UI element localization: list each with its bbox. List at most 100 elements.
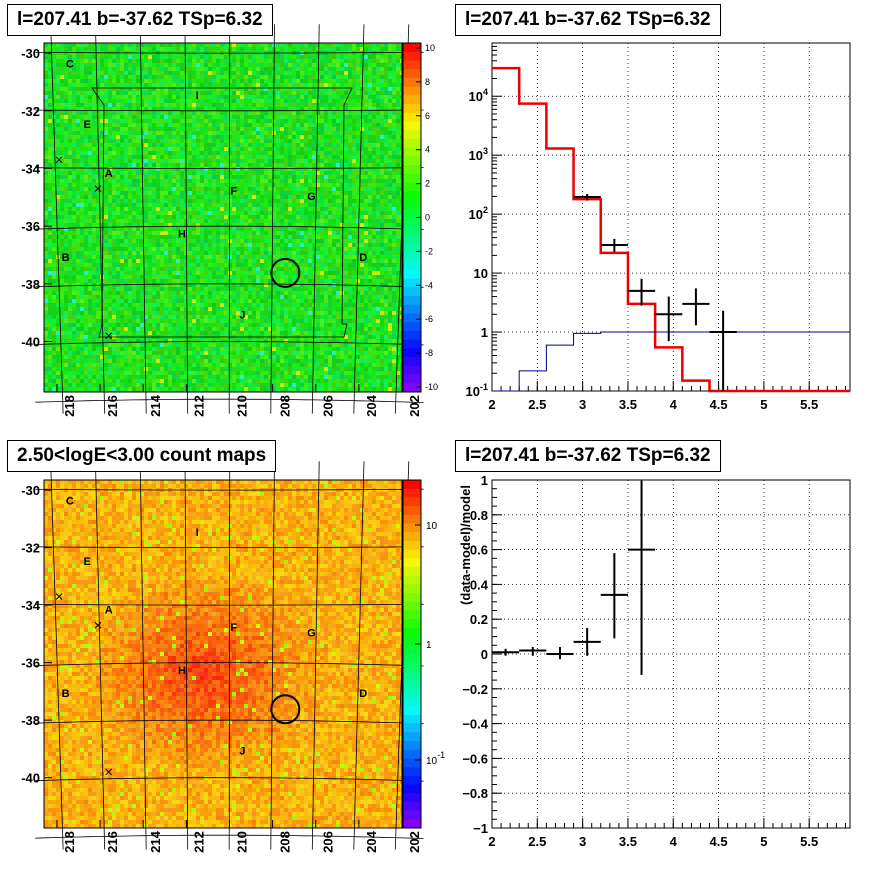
source-label-i: I <box>196 90 199 102</box>
residual-map <box>44 43 402 392</box>
y-tick-label: -40 <box>21 335 40 350</box>
colorbar-tick-label: -4 <box>425 280 433 290</box>
y-tick-label: 10-1 <box>466 382 488 399</box>
x-tick-label: 202 <box>407 831 422 853</box>
spectrum-frame <box>491 42 851 392</box>
y-tick-label: 0.8 <box>470 508 488 523</box>
count-map <box>44 480 402 828</box>
source-label-c: C <box>66 59 74 71</box>
x-tick-label: 3 <box>579 834 586 849</box>
x-tick-label: 216 <box>105 831 120 853</box>
secondary-histogram <box>492 331 850 392</box>
colorbar-tick-label: -10 <box>425 382 438 392</box>
y-tick-label: −0.6 <box>462 751 488 766</box>
y-tick-label: -32 <box>21 541 40 556</box>
x-marker <box>55 593 63 600</box>
x-tick-label: 218 <box>62 831 77 853</box>
data-point <box>519 647 547 656</box>
x-tick-label: 5.5 <box>800 834 818 849</box>
data-point <box>627 278 656 306</box>
source-label-h: H <box>178 665 186 677</box>
y-tick-label: 1 <box>481 473 488 488</box>
panel1-title: l=207.41 b=-37.62 TSp=6.32 <box>7 4 273 36</box>
source-label-e: E <box>83 119 90 131</box>
colorbar-tick-label: -6 <box>425 314 433 324</box>
colorbar-tick-label: 4 <box>425 145 430 155</box>
colorbar-frame <box>402 479 422 829</box>
y-tick-label: 10 <box>474 266 488 281</box>
x-tick-label: 208 <box>278 831 293 853</box>
x-tick-label: 5.5 <box>800 397 818 412</box>
source-label-a: A <box>105 605 113 617</box>
panel2-title: l=207.41 b=-37.62 TSp=6.32 <box>455 4 721 36</box>
source-label-i: I <box>196 527 199 539</box>
source-label-f: F <box>230 622 237 634</box>
x-tick-label: 204 <box>364 394 379 416</box>
data-point <box>573 193 601 201</box>
x-tick-label: 212 <box>191 395 206 417</box>
source-label-b: B <box>62 688 70 700</box>
colorbar-tick-label: 10-1 <box>426 750 445 767</box>
x-tick-label: 4.5 <box>710 397 728 412</box>
y-tick-label: -30 <box>21 483 40 498</box>
x-tick-label: 218 <box>62 395 77 417</box>
colorbar-tick-label: -8 <box>425 348 433 358</box>
data-point <box>546 647 574 660</box>
model-histogram <box>492 66 850 393</box>
y-tick-label: -34 <box>21 598 41 613</box>
x-tick-label: 206 <box>321 831 336 853</box>
data-point <box>600 238 628 252</box>
x-tick-label: 4.5 <box>710 834 728 849</box>
x-tick-label: 206 <box>321 395 336 417</box>
x-tick-label: 3.5 <box>619 397 637 412</box>
data-point <box>709 310 737 391</box>
x-tick-label: 2 <box>488 834 495 849</box>
colorbar-tick-label: 1 <box>426 640 432 651</box>
source-label-d: D <box>359 252 367 264</box>
y-tick-label: -38 <box>21 277 40 292</box>
y-tick-label: −0.8 <box>462 786 488 801</box>
y-tick-label: 0.2 <box>470 612 488 627</box>
colorbar-tick-label: 10 <box>426 521 438 532</box>
source-label-j: J <box>239 746 245 758</box>
colorbar-tick-label: 10 <box>425 43 435 53</box>
y-tick-label: -38 <box>21 713 40 728</box>
source-label-e: E <box>83 556 90 568</box>
x-tick-label: 4 <box>670 834 678 849</box>
map-coordinate-grid <box>35 24 424 414</box>
y-tick-label: -40 <box>21 771 40 786</box>
y-tick-label: 0 <box>481 647 488 662</box>
source-label-g: G <box>307 191 316 203</box>
x-tick-label: 204 <box>364 830 379 852</box>
source-label-b: B <box>62 252 70 264</box>
source-label-f: F <box>230 185 237 197</box>
data-point <box>682 288 710 326</box>
x-tick-label: 214 <box>148 394 163 416</box>
data-point <box>600 553 628 639</box>
map-frame <box>43 42 403 393</box>
colorbar <box>403 480 421 829</box>
x-tick-label: 4 <box>670 397 678 412</box>
source-label-j: J <box>239 309 245 321</box>
x-tick-label: 5 <box>760 397 767 412</box>
y-tick-label: 104 <box>469 87 488 104</box>
colorbar-tick-label: -2 <box>425 246 433 256</box>
target-circle <box>270 257 301 288</box>
y-tick-label: -32 <box>21 104 40 119</box>
colorbar-tick-label: 8 <box>425 77 430 87</box>
panel4-title: l=207.41 b=-37.62 TSp=6.32 <box>455 440 721 472</box>
colorbar-tick-label: 6 <box>425 111 430 121</box>
x-tick-label: 2 <box>488 397 495 412</box>
target-circle <box>270 694 301 725</box>
y-tick-label: 0.4 <box>470 577 489 592</box>
y-tick-label: 103 <box>469 146 488 163</box>
y-tick-label: -30 <box>21 46 40 61</box>
data-point <box>627 480 656 675</box>
colorbar-tick-label: 0 <box>425 213 430 223</box>
source-label-g: G <box>307 628 316 640</box>
y-tick-label: 0.6 <box>470 543 488 558</box>
colorbar-tick-label: 2 <box>425 179 430 189</box>
y-tick-label: -34 <box>21 161 41 176</box>
x-tick-label: 210 <box>234 831 249 853</box>
